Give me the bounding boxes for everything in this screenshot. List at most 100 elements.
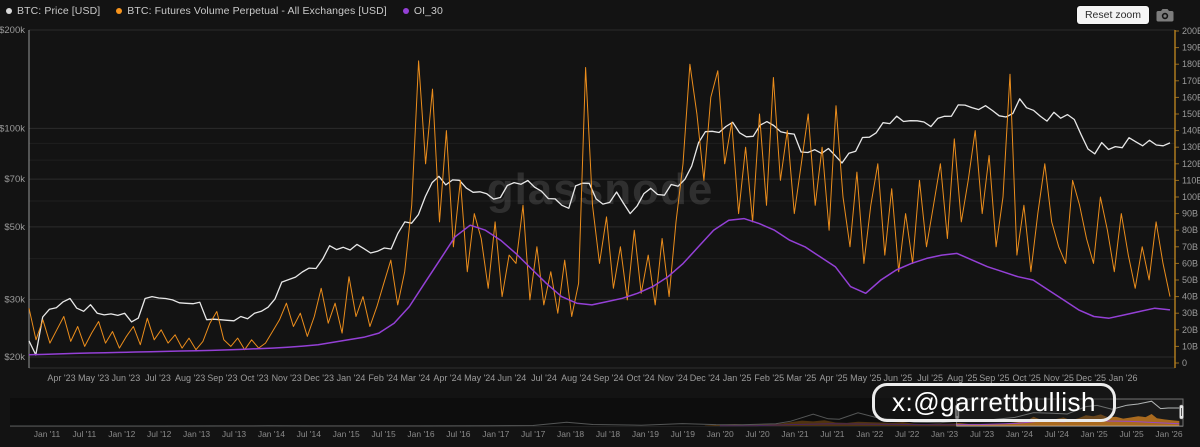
nav-axis-label: Jul '20 — [745, 429, 770, 439]
x-axis-label: Jun '25 — [884, 373, 913, 383]
right-axis-label: 140B — [1182, 126, 1200, 136]
left-axis-label: $200k — [0, 25, 25, 36]
x-axis-label: Feb '25 — [754, 373, 784, 383]
right-axis-label: 90B — [1182, 209, 1198, 219]
right-axis-label: 100B — [1182, 192, 1200, 202]
right-axis-label: 200B — [1182, 26, 1200, 36]
right-axis-label: 170B — [1182, 76, 1200, 86]
watermark: glassnode — [0, 165, 1200, 215]
oi30-series-dot-icon — [402, 8, 409, 14]
x-axis-label: May '25 — [850, 373, 881, 383]
camera-icon[interactable] — [1156, 8, 1174, 27]
right-axis-label: 10B — [1182, 341, 1198, 351]
x-axis-label: Nov '23 — [272, 373, 302, 383]
left-axis-label: $20k — [4, 352, 25, 363]
x-axis-label: Apr '24 — [433, 373, 461, 383]
right-axis-label: 110B — [1182, 175, 1200, 185]
author-badge: x:@garrettbullish — [872, 383, 1116, 422]
right-axis-label: 0 — [1182, 358, 1187, 368]
right-axis-label: 180B — [1182, 59, 1200, 69]
legend-item-price[interactable]: BTC: Price [USD] — [6, 5, 100, 17]
x-axis-label: May '24 — [464, 373, 495, 383]
x-axis-label: Mar '25 — [787, 373, 817, 383]
right-axis-label: 60B — [1182, 258, 1198, 268]
right-axis-label: 30B — [1182, 308, 1198, 318]
x-axis-label: Jan '25 — [723, 373, 752, 383]
x-axis-label: Jan '24 — [337, 373, 366, 383]
nav-axis-label: Jan '12 — [108, 429, 135, 439]
nav-axis-label: Jul '13 — [222, 429, 247, 439]
oi30-line — [28, 217, 1171, 356]
right-axis-label: 160B — [1182, 92, 1200, 102]
x-axis-label: Feb '24 — [368, 373, 398, 383]
right-axis-label: 50B — [1182, 275, 1198, 285]
right-axis-label: 20B — [1182, 325, 1198, 335]
x-axis-label: Apr '25 — [819, 373, 847, 383]
nav-axis-label: Jul '15 — [371, 429, 396, 439]
plot-area[interactable] — [29, 30, 1175, 368]
nav-axis-label: Jul '24 — [1045, 429, 1070, 439]
nav-axis-label: Jan '21 — [781, 429, 808, 439]
x-axis-label: Oct '24 — [626, 373, 654, 383]
nav-axis-label: Jan '18 — [557, 429, 584, 439]
nav-axis-label: Jan '15 — [333, 429, 360, 439]
right-axis-label: 80B — [1182, 225, 1198, 235]
legend-item-futures-volume[interactable]: BTC: Futures Volume Perpetual - All Exch… — [116, 5, 387, 17]
x-axis-label: Sep '24 — [593, 373, 623, 383]
legend-label-oi30: OI_30 — [413, 5, 443, 17]
x-axis-label: Dec '25 — [1076, 373, 1106, 383]
left-axis-label: $50k — [4, 222, 25, 233]
x-axis-label: Aug '25 — [947, 373, 977, 383]
nav-axis-label: Jan '26 — [1155, 429, 1182, 439]
x-axis-label: Jul '25 — [917, 373, 943, 383]
x-axis-label: Nov '24 — [658, 373, 688, 383]
nav-axis-label: Jul '12 — [147, 429, 172, 439]
x-axis-label: Oct '25 — [1012, 373, 1040, 383]
reset-zoom-button[interactable]: Reset zoom — [1076, 6, 1149, 24]
left-axis-label: $100k — [0, 123, 25, 134]
legend-item-oi30[interactable]: OI_30 — [402, 5, 443, 17]
nav-axis-label: Jul '18 — [596, 429, 621, 439]
nav-axis-label: Jan '25 — [1081, 429, 1108, 439]
legend-label-futures-volume: BTC: Futures Volume Perpetual - All Exch… — [127, 5, 387, 17]
nav-mask[interactable] — [10, 398, 957, 427]
right-axis-label: 70B — [1182, 242, 1198, 252]
nav-axis-label: Jul '14 — [297, 429, 322, 439]
x-axis-label: Aug '23 — [175, 373, 205, 383]
x-axis-label: Nov '25 — [1044, 373, 1074, 383]
volume-series-dot-icon — [116, 8, 123, 14]
nav-axis-label: Jan '23 — [931, 429, 958, 439]
x-axis-label: Dec '24 — [690, 373, 720, 383]
x-axis-label: Oct '23 — [240, 373, 268, 383]
legend-label-price: BTC: Price [USD] — [17, 5, 101, 17]
x-axis-label: Sep '23 — [207, 373, 237, 383]
nav-axis-label: Jan '17 — [482, 429, 509, 439]
x-axis-label: Jun '24 — [498, 373, 527, 383]
nav-axis-label: Jul '25 — [1119, 429, 1144, 439]
legend: BTC: Price [USD] BTC: Futures Volume Per… — [6, 5, 443, 17]
nav-axis-label: Jan '13 — [183, 429, 210, 439]
x-axis-label: Aug '24 — [561, 373, 591, 383]
nav-axis-label: Jan '11 — [34, 429, 61, 439]
nav-axis-label: Jan '20 — [707, 429, 734, 439]
left-axis-label: $70k — [4, 174, 25, 185]
nav-axis-label: Jan '24 — [1006, 429, 1033, 439]
futures-volume-line — [28, 60, 1171, 351]
nav-axis-label: Jan '14 — [258, 429, 285, 439]
nav-axis-label: Jan '16 — [407, 429, 434, 439]
right-axis-label: 120B — [1182, 159, 1200, 169]
price-series-dot-icon — [6, 8, 12, 14]
nav-axis-label: Jul '22 — [895, 429, 920, 439]
right-axis-label: 40B — [1182, 292, 1198, 302]
nav-axis-label: Jul '17 — [521, 429, 546, 439]
x-axis-label: Jan '26 — [1109, 373, 1138, 383]
right-axis-label: 130B — [1182, 142, 1200, 152]
x-axis-label: May '23 — [78, 373, 109, 383]
x-axis-label: Mar '24 — [401, 373, 431, 383]
x-axis-label: Sep '25 — [979, 373, 1009, 383]
x-axis-label: Apr '23 — [47, 373, 75, 383]
x-axis-label: Dec '23 — [304, 373, 334, 383]
nav-axis-label: Jan '22 — [856, 429, 883, 439]
